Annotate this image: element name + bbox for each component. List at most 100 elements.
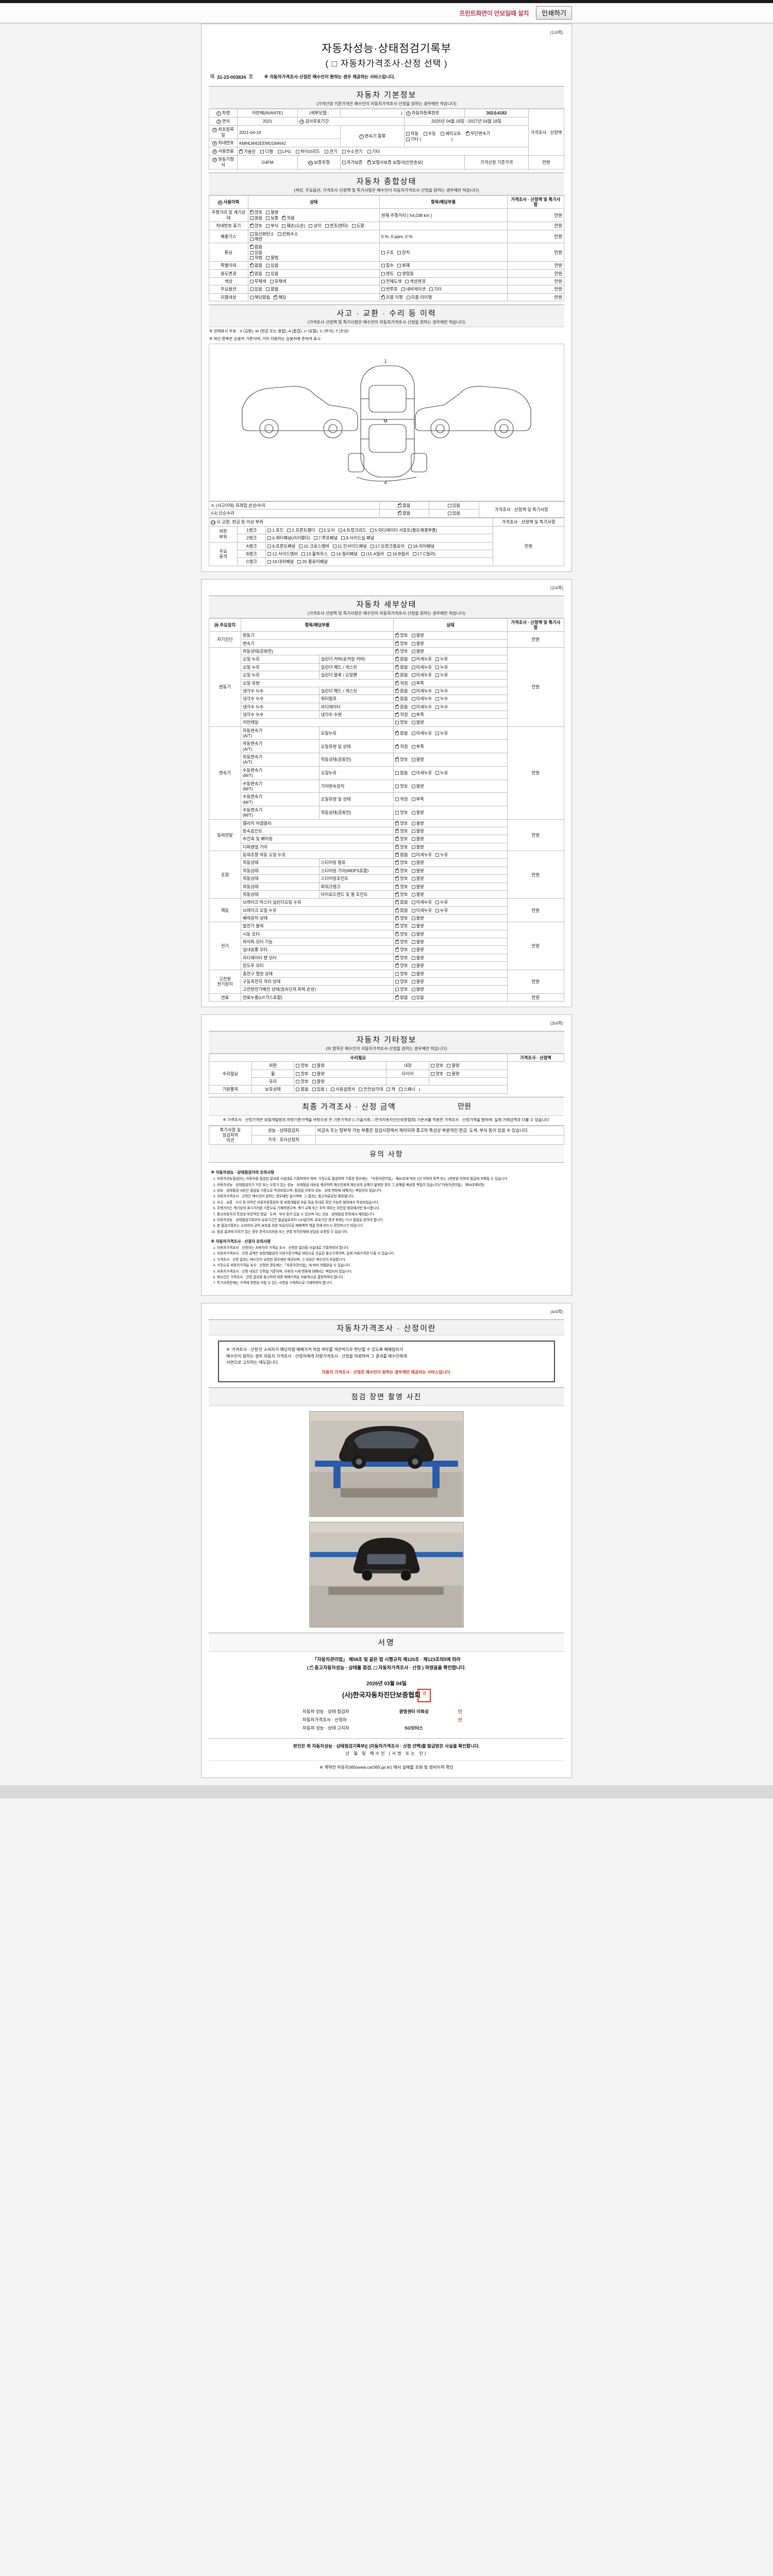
checkbox-icon[interactable]	[411, 731, 415, 735]
option-없음[interactable]: 없음	[249, 262, 262, 268]
checkbox-checked-icon[interactable]	[395, 868, 399, 873]
option-없음[interactable]: 없음	[296, 1087, 309, 1092]
checkbox-icon[interactable]	[411, 917, 415, 920]
checkbox-icon[interactable]	[411, 956, 415, 960]
checkbox-checked-icon[interactable]	[395, 994, 399, 999]
option-적정[interactable]: 적정	[395, 743, 408, 749]
option-리콜 미이행[interactable]: 리콜 미이행	[406, 295, 432, 300]
checkbox-checked-icon[interactable]	[395, 828, 399, 834]
option-미세누유[interactable]: 미세누유	[411, 908, 432, 913]
option-불량[interactable]: 불량	[411, 955, 424, 960]
checkbox-icon[interactable]	[381, 280, 385, 284]
checkbox-icon[interactable]	[411, 744, 415, 749]
checkbox-icon[interactable]	[395, 721, 399, 725]
option-양호[interactable]: 양호	[249, 209, 262, 215]
option-양호[interactable]: 양호	[395, 868, 408, 873]
option-양호[interactable]: 양호	[395, 884, 408, 889]
checkbox-icon[interactable]	[411, 634, 415, 638]
option-없음[interactable]: 없음	[395, 907, 408, 913]
checkbox-icon[interactable]	[408, 544, 412, 548]
checkbox-icon[interactable]	[296, 1072, 300, 1076]
option-12.사이드멤버[interactable]: 12.사이드멤버	[267, 551, 298, 556]
option-부족[interactable]: 부족	[411, 744, 424, 749]
checkbox-icon[interactable]	[266, 272, 270, 276]
checkbox-icon[interactable]	[374, 1666, 378, 1670]
cell-simple-yes[interactable]: 있음	[429, 509, 479, 518]
checkbox-checked-icon[interactable]	[395, 696, 399, 701]
option-훼손(오손)[interactable]: 훼손(오손)	[282, 223, 305, 228]
option-적정[interactable]: 적정	[395, 711, 408, 717]
opt-warranty-self[interactable]: 자가보증	[342, 160, 362, 165]
checkbox-checked-icon[interactable]	[249, 244, 254, 249]
option-침수[interactable]: 침수	[381, 263, 394, 268]
checkbox-icon[interactable]	[411, 821, 415, 825]
cell-accident-none[interactable]: 없음	[379, 501, 430, 510]
checkbox-icon[interactable]	[435, 665, 440, 669]
option-많음[interactable]: 많음	[249, 215, 262, 221]
option-썬루프[interactable]: 썬루프	[381, 286, 398, 292]
option-불량[interactable]: 불량	[411, 720, 424, 725]
option-불량[interactable]: 불량	[411, 963, 424, 968]
checkbox-icon[interactable]	[266, 224, 270, 228]
checkbox-icon[interactable]	[249, 280, 254, 284]
option-없음[interactable]: 없음	[249, 244, 262, 249]
option-양호[interactable]: 양호	[395, 923, 408, 928]
option-8.사이드실 패널[interactable]: 8.사이드실 패널	[341, 535, 374, 540]
option-누수[interactable]: 누수	[435, 704, 448, 709]
checkbox-icon[interactable]	[435, 908, 440, 912]
checkbox-icon[interactable]	[301, 552, 305, 556]
checkbox-icon[interactable]	[266, 264, 270, 268]
option-잭[interactable]: 잭	[386, 1087, 395, 1092]
checkbox-icon[interactable]	[325, 224, 329, 228]
option-4.트렁크리드[interactable]: 4.트렁크리드	[338, 528, 366, 533]
checkbox-icon[interactable]	[342, 160, 346, 164]
checkbox-icon[interactable]	[411, 689, 415, 693]
checkbox-icon[interactable]	[447, 1072, 451, 1076]
option-불량[interactable]: 불량	[411, 876, 424, 881]
option-안전삼각대[interactable]: 안전삼각대	[359, 1087, 383, 1092]
checkbox-icon[interactable]	[312, 1080, 316, 1084]
option-19.대쉬패널[interactable]: 19.대쉬패널	[267, 559, 294, 564]
checkbox-icon[interactable]	[411, 853, 415, 857]
checkbox-icon[interactable]	[277, 232, 281, 236]
option-불량[interactable]: 불량	[411, 892, 424, 897]
option-불량[interactable]: 불량	[447, 1063, 460, 1068]
option-불량[interactable]: 불량	[411, 821, 424, 826]
checkbox-icon[interactable]	[411, 901, 415, 905]
option-미세누유[interactable]: 미세누유	[411, 672, 432, 677]
option-있음[interactable]: 있음	[411, 995, 424, 1000]
option-없음[interactable]: 없음	[395, 688, 408, 693]
checkbox-icon[interactable]	[411, 940, 415, 944]
checkbox-icon[interactable]	[312, 1072, 316, 1076]
checkbox-icon[interactable]	[266, 287, 270, 292]
option-9.프론트패널[interactable]: 9.프론트패널	[267, 544, 295, 549]
checkbox-icon[interactable]	[405, 280, 409, 284]
checkbox-icon[interactable]	[435, 771, 440, 775]
option-네비게이션[interactable]: 네비게이션	[401, 286, 426, 292]
checkbox-icon[interactable]	[397, 272, 401, 276]
opt-fuel-lpg[interactable]: LPG	[277, 149, 291, 154]
checkbox-checked-icon[interactable]	[395, 891, 399, 896]
option-구조[interactable]: 구조	[381, 250, 394, 255]
option-16.B필러[interactable]: 16.B필러	[388, 551, 409, 556]
checkbox-icon[interactable]	[411, 869, 415, 873]
option-불량[interactable]: 불량	[411, 923, 424, 928]
checkbox-icon[interactable]	[330, 1088, 334, 1092]
option-탄화수소[interactable]: 탄화수소	[277, 231, 298, 236]
checkbox-icon[interactable]	[249, 256, 254, 260]
option-2.프론트휀더[interactable]: 2.프론트휀더	[287, 528, 315, 533]
checkbox-icon[interactable]	[270, 280, 274, 284]
checkbox-checked-icon[interactable]	[395, 907, 399, 912]
option-양호[interactable]: 양호	[395, 875, 408, 881]
checkbox-icon[interactable]	[260, 149, 264, 154]
option-13.휠하우스[interactable]: 13.휠하우스	[301, 551, 328, 556]
checkbox-icon[interactable]	[296, 1064, 300, 1068]
checkbox-icon[interactable]	[411, 665, 415, 669]
checkbox-icon[interactable]	[411, 681, 415, 685]
checkbox-icon[interactable]	[277, 149, 281, 154]
option-양호[interactable]: 양호	[296, 1063, 309, 1068]
checkbox-icon[interactable]	[411, 979, 415, 984]
option-불량[interactable]: 불량	[411, 828, 424, 834]
checkbox-icon[interactable]	[287, 528, 291, 532]
option-상이[interactable]: 상이	[309, 223, 322, 228]
